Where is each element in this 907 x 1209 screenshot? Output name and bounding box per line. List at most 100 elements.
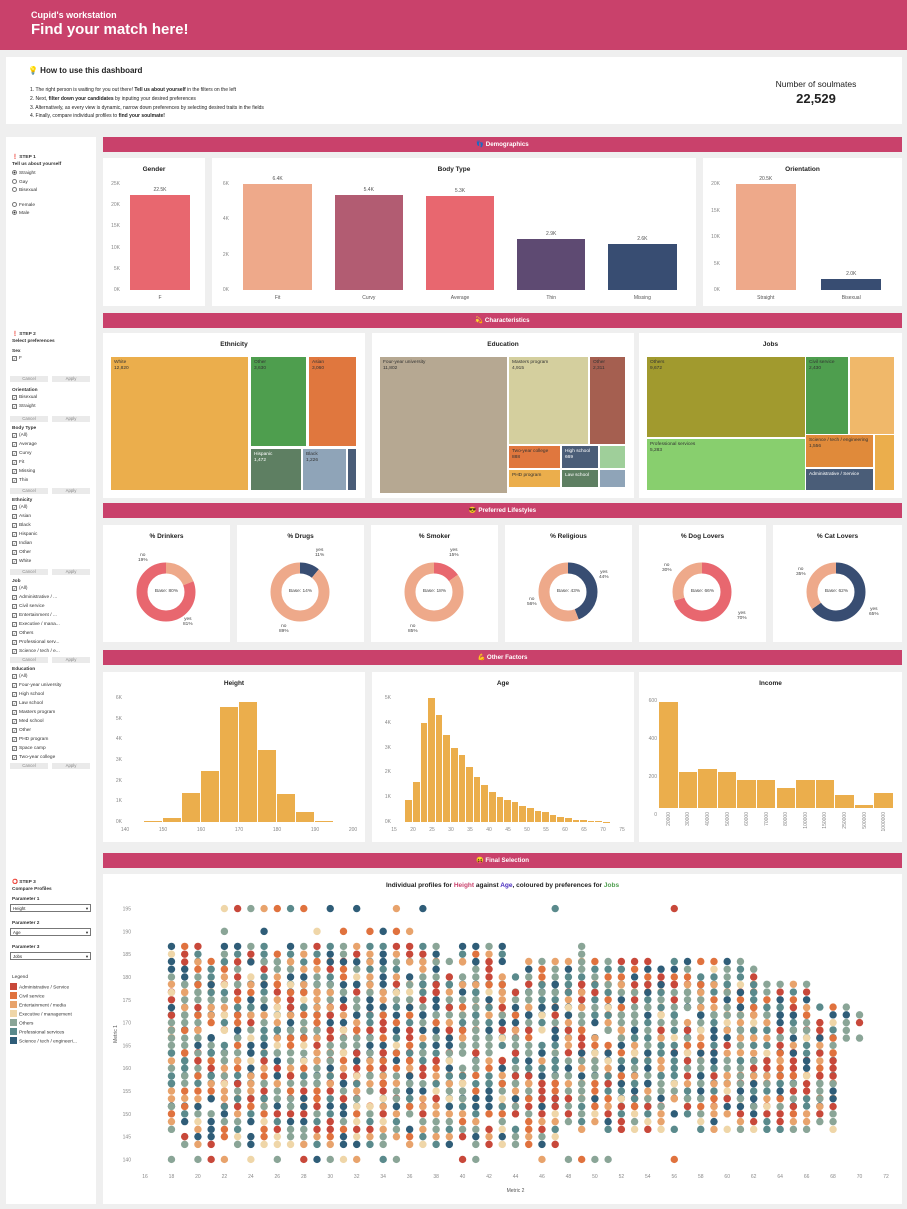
profile-dot[interactable]	[577, 1034, 586, 1042]
profile-dot[interactable]	[419, 996, 427, 1004]
profile-dot[interactable]	[405, 988, 414, 996]
profile-dot[interactable]	[233, 1026, 242, 1035]
profile-dot[interactable]	[591, 1117, 599, 1126]
income-bar[interactable]	[678, 772, 698, 808]
profile-dot[interactable]	[392, 1018, 401, 1027]
profile-dot[interactable]	[405, 996, 414, 1004]
profile-dot[interactable]	[802, 1018, 811, 1027]
profile-dot[interactable]	[220, 904, 229, 913]
profile-dot[interactable]	[657, 1080, 665, 1088]
profile-dot[interactable]	[472, 1094, 480, 1103]
profile-dot[interactable]	[683, 996, 692, 1004]
profile-dot[interactable]	[816, 1064, 824, 1072]
profile-dot[interactable]	[697, 1049, 705, 1057]
profile-dot[interactable]	[683, 1102, 692, 1111]
profile-dot[interactable]	[432, 1125, 440, 1134]
profile-dot[interactable]	[577, 1125, 586, 1134]
profile-dot[interactable]	[286, 996, 295, 1004]
profile-dot[interactable]	[498, 1018, 506, 1027]
profile-dot[interactable]	[511, 1132, 520, 1141]
radio-bisexual[interactable]: Bisexual	[12, 187, 37, 193]
profile-dot[interactable]	[339, 1110, 348, 1118]
profile-dot[interactable]	[419, 1041, 427, 1050]
profile-dot[interactable]	[419, 1071, 427, 1080]
profile-dot[interactable]	[167, 1095, 176, 1103]
profile-dot[interactable]	[220, 988, 229, 997]
profile-dot[interactable]	[551, 1125, 559, 1134]
profile-dot[interactable]	[604, 1049, 612, 1057]
profile-dot[interactable]	[194, 958, 202, 966]
profile-dot[interactable]	[670, 981, 678, 989]
profile-dot[interactable]	[683, 988, 692, 997]
profile-dot[interactable]	[749, 1102, 758, 1111]
profile-dot[interactable]	[525, 1117, 533, 1126]
profile-dot[interactable]	[233, 1110, 242, 1118]
bar[interactable]	[735, 184, 796, 290]
profile-dot[interactable]	[300, 1034, 308, 1042]
profile-dot[interactable]	[789, 980, 798, 988]
profile-dot[interactable]	[723, 1095, 731, 1103]
profile-dot[interactable]	[551, 1041, 559, 1050]
profile-dot[interactable]	[392, 980, 401, 988]
profile-dot[interactable]	[829, 1080, 837, 1088]
profile-dot[interactable]	[710, 1102, 718, 1111]
cancel-button[interactable]: Cancel	[10, 376, 48, 382]
profile-dot[interactable]	[339, 988, 348, 997]
profile-dot[interactable]	[511, 1011, 520, 1019]
profile-dot[interactable]	[802, 1049, 811, 1057]
profile-dot[interactable]	[379, 1102, 387, 1111]
profile-dot[interactable]	[445, 1049, 454, 1057]
profile-dot[interactable]	[538, 1011, 546, 1019]
profile-dot[interactable]	[432, 1132, 440, 1141]
profile-dot[interactable]	[577, 1041, 586, 1050]
profile-dot[interactable]	[366, 1011, 374, 1019]
education-treemap[interactable]: Education Four-year university 11,802 Maste…	[372, 333, 634, 498]
profile-dot[interactable]	[458, 1110, 467, 1118]
profile-dot[interactable]	[247, 958, 255, 966]
profile-dot[interactable]	[577, 1049, 586, 1057]
profile-dot[interactable]	[564, 1117, 573, 1126]
profile-dot[interactable]	[577, 973, 586, 981]
profile-dot[interactable]	[366, 1117, 374, 1126]
profile-dot[interactable]	[472, 1132, 480, 1141]
profile-dot[interactable]	[789, 1003, 798, 1012]
profile-dot[interactable]	[736, 988, 745, 997]
income-bar[interactable]	[776, 788, 796, 808]
profile-dot[interactable]	[207, 1072, 215, 1080]
histogram-bar[interactable]	[420, 722, 428, 822]
profile-dot[interactable]	[498, 1041, 506, 1050]
profile-dot[interactable]	[697, 1003, 705, 1012]
profile-dot[interactable]	[564, 1095, 573, 1103]
checkbox-thin[interactable]: ✓ Thin	[12, 478, 28, 483]
histogram-bar[interactable]	[549, 814, 557, 822]
profile-dot[interactable]	[379, 1087, 387, 1095]
profile-dot[interactable]	[511, 1041, 520, 1050]
profile-dot[interactable]	[366, 996, 374, 1004]
profile-dot[interactable]	[763, 996, 771, 1004]
profile-dot[interactable]	[736, 1018, 745, 1027]
profile-dot[interactable]	[326, 981, 334, 989]
profile-dot[interactable]	[749, 1011, 758, 1019]
profile-dot[interactable]	[353, 981, 361, 989]
profile-dot[interactable]	[260, 1003, 268, 1012]
profile-dot[interactable]	[591, 996, 599, 1004]
profile-dot[interactable]	[247, 1026, 255, 1034]
profile-dot[interactable]	[657, 973, 665, 981]
profile-dot[interactable]	[776, 1087, 784, 1095]
profile-dot[interactable]	[776, 1003, 784, 1012]
profile-dot[interactable]	[419, 1026, 427, 1035]
profile-dot[interactable]	[379, 1003, 387, 1011]
profile-dot[interactable]	[511, 1034, 520, 1042]
profile-dot[interactable]	[564, 1110, 573, 1118]
donut-card-2[interactable]: % Drugs Base: 14% yes 11% no 89%	[237, 525, 364, 642]
treemap-cell[interactable]: Hispanic 1,472	[251, 449, 301, 490]
profile-dot[interactable]	[379, 942, 387, 951]
profile-dot[interactable]	[723, 1026, 731, 1035]
apply-button[interactable]: Apply	[52, 569, 90, 575]
profile-dot[interactable]	[511, 988, 520, 997]
profile-dot[interactable]	[207, 1095, 215, 1103]
profile-dot[interactable]	[366, 1049, 374, 1057]
donut-card-6[interactable]: % Cat Lovers Base: 62% yes 65% no 35%	[773, 525, 902, 642]
cancel-button[interactable]: Cancel	[10, 569, 48, 575]
profile-dot[interactable]	[260, 1018, 268, 1027]
